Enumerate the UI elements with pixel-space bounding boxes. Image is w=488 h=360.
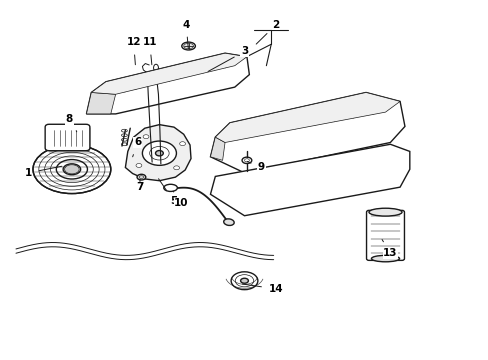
Text: 3: 3 [207,46,247,72]
Ellipse shape [143,135,149,139]
Text: 7: 7 [136,179,143,192]
Polygon shape [125,125,191,181]
Ellipse shape [110,87,116,91]
Ellipse shape [354,109,361,112]
Text: 11: 11 [142,37,157,65]
Ellipse shape [156,76,163,80]
Ellipse shape [33,145,111,194]
Polygon shape [215,93,399,143]
Ellipse shape [223,219,234,225]
Polygon shape [86,53,249,114]
Ellipse shape [293,121,300,124]
Ellipse shape [173,166,179,170]
Ellipse shape [368,208,401,216]
Ellipse shape [163,184,177,192]
Text: 14: 14 [242,284,283,294]
Text: 1: 1 [24,166,62,178]
Text: 13: 13 [381,239,397,258]
Text: 2: 2 [256,19,279,44]
Text: 6: 6 [132,138,141,157]
Ellipse shape [155,150,163,156]
Text: 9: 9 [246,161,264,172]
Ellipse shape [233,132,240,136]
Ellipse shape [142,141,176,165]
Text: 12: 12 [126,37,141,65]
Ellipse shape [240,278,248,283]
Polygon shape [210,144,409,216]
Text: 5: 5 [158,179,177,206]
Ellipse shape [242,157,251,163]
Ellipse shape [179,142,185,146]
Polygon shape [91,53,246,94]
Ellipse shape [64,165,79,174]
FancyBboxPatch shape [45,124,90,151]
Ellipse shape [182,42,195,50]
Ellipse shape [136,163,142,167]
Polygon shape [86,93,116,114]
Text: 4: 4 [182,19,189,49]
Ellipse shape [137,174,145,180]
Ellipse shape [231,272,257,290]
Text: 10: 10 [173,191,188,208]
Text: 8: 8 [66,114,77,132]
Ellipse shape [203,66,209,69]
Ellipse shape [371,255,399,262]
Polygon shape [292,116,317,126]
Polygon shape [210,137,224,160]
Polygon shape [210,93,404,173]
FancyBboxPatch shape [366,210,404,260]
